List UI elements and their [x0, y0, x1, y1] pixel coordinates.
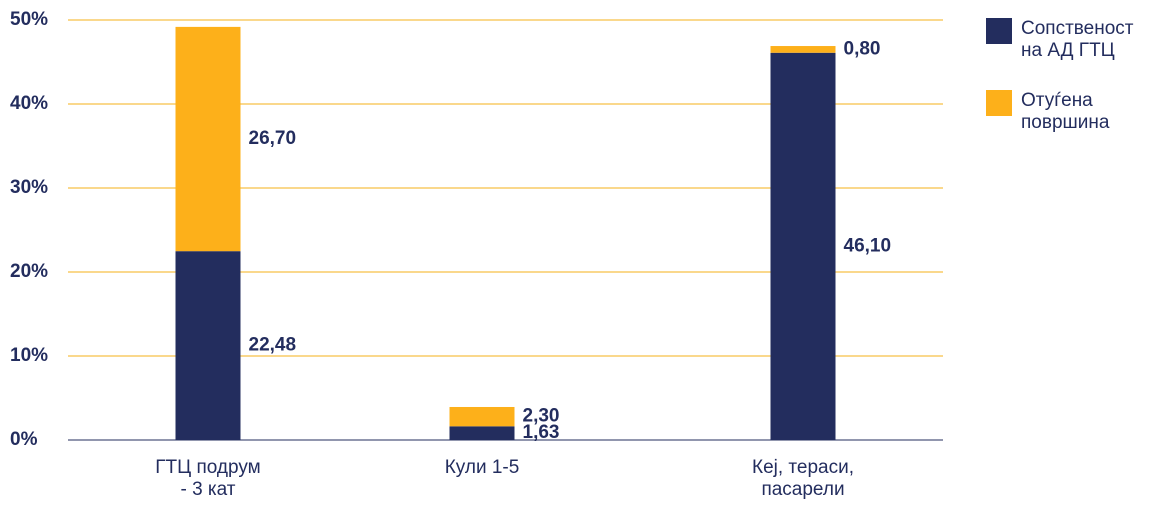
y-tick-label: 40% [10, 93, 48, 114]
value-label: 1,63 [523, 422, 560, 443]
bar-segment [770, 52, 836, 440]
y-tick-label: 50% [10, 9, 48, 30]
bar-segment [449, 406, 515, 427]
legend-swatch [986, 18, 1012, 44]
value-label: 22,48 [249, 335, 297, 356]
bar-segment [770, 46, 836, 53]
value-label: 46,10 [844, 235, 892, 256]
legend-label: Сопственост на АД ГТЦ [1021, 18, 1134, 61]
value-label: 0,80 [844, 38, 881, 59]
x-tick-label: ГТЦ подрум - 3 кат [155, 457, 260, 500]
legend-label: Отуѓена површина [1021, 90, 1110, 133]
y-tick-label: 10% [10, 345, 48, 366]
x-tick-label: Кули 1-5 [445, 457, 520, 478]
legend-swatch [986, 90, 1012, 116]
bar-segment [449, 426, 515, 440]
value-label: 26,70 [249, 128, 297, 149]
value-label: 2,30 [523, 406, 560, 427]
y-tick-label: 20% [10, 261, 48, 282]
bar-segment [175, 26, 241, 252]
y-tick-label: 30% [10, 177, 48, 198]
bar-segment [175, 251, 241, 440]
y-tick-label: 0% [10, 429, 38, 450]
x-tick-label: Кеј, тераси, пасарели [752, 457, 854, 500]
